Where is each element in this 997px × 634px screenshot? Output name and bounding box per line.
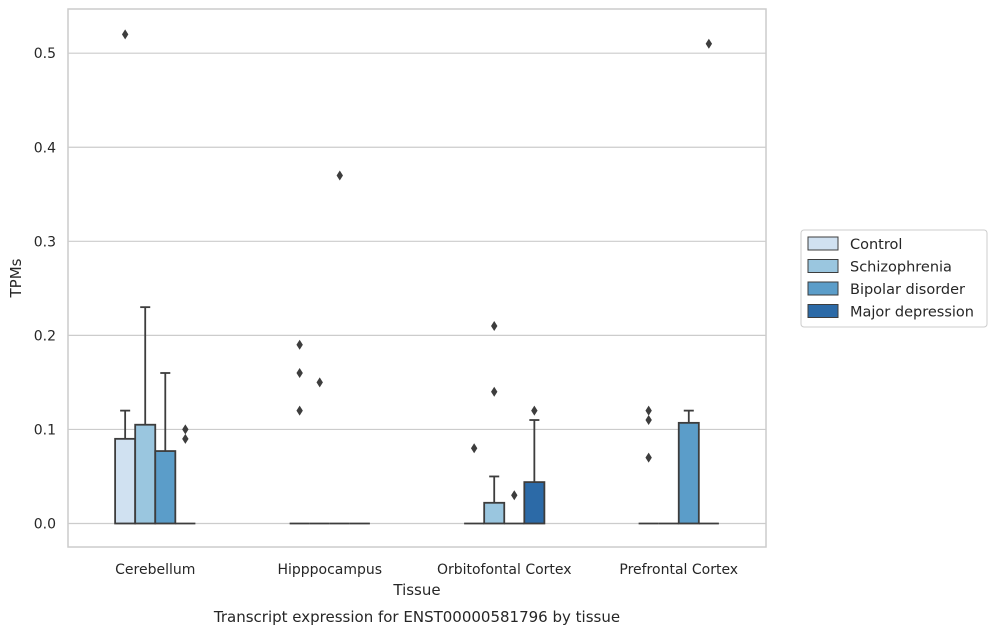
outlier-point [645, 405, 652, 416]
outlier-point [182, 424, 189, 435]
y-tick-label: 0.3 [34, 234, 56, 250]
x-axis-ticks: Cerebellum Hipppocampus Orbitofontal Corte… [115, 562, 738, 578]
outlier-point [296, 339, 303, 350]
legend: Control Schizophrenia Bipolar disorder Majo… [800, 229, 988, 328]
outlier-point [491, 320, 498, 331]
legend-label: Bipolar disorder [850, 282, 965, 298]
outlier-point [491, 386, 498, 397]
bars [114, 421, 719, 525]
legend-label: Control [850, 237, 902, 253]
bar [114, 437, 137, 525]
outlier-point [316, 377, 323, 388]
outlier-point [121, 29, 129, 40]
x-tick-label: Cerebellum [115, 562, 195, 578]
y-tick-label: 0.1 [34, 422, 56, 438]
x-tick-label: Prefrontal Cortex [619, 562, 738, 578]
legend-swatch [807, 236, 839, 251]
legend-label: Schizophrenia [850, 260, 952, 276]
y-tick-label: 0.0 [34, 516, 56, 532]
x-tick-label: Hipppocampus [277, 562, 382, 578]
outlier-point [470, 443, 478, 454]
legend-swatch [807, 281, 839, 296]
bar [134, 423, 157, 525]
legend-swatch [807, 259, 839, 273]
bar [154, 450, 177, 525]
bar [523, 481, 546, 525]
plot-frame [67, 8, 767, 548]
outlier-point [296, 367, 303, 378]
y-axis-ticks: 0.0 0.1 0.2 0.3 0.4 0.5 [34, 46, 56, 532]
outlier-point [645, 452, 652, 463]
outlier-point [511, 490, 518, 501]
y-tick-label: 0.2 [34, 328, 56, 344]
chart-caption: Transcript expression for ENST0000058179… [213, 608, 620, 626]
bar [677, 421, 700, 525]
outlier-point [705, 38, 713, 49]
legend-swatch [807, 304, 839, 318]
legend-frame [800, 229, 988, 328]
y-tick-label: 0.5 [34, 46, 56, 62]
outlier-point [296, 405, 303, 416]
outliers [121, 29, 713, 501]
x-tick-label: Orbitofontal Cortex [437, 562, 572, 578]
y-tick-label: 0.4 [34, 140, 56, 156]
whiskers [120, 306, 694, 503]
x-axis-label: Tissue [392, 581, 440, 599]
y-axis-label: TPMs [7, 258, 25, 298]
bar [483, 501, 506, 525]
outlier-point [531, 405, 538, 416]
outlier-point [182, 433, 189, 444]
outlier-point [336, 170, 343, 181]
outlier-point [645, 415, 652, 426]
legend-label: Major depression [850, 305, 974, 321]
